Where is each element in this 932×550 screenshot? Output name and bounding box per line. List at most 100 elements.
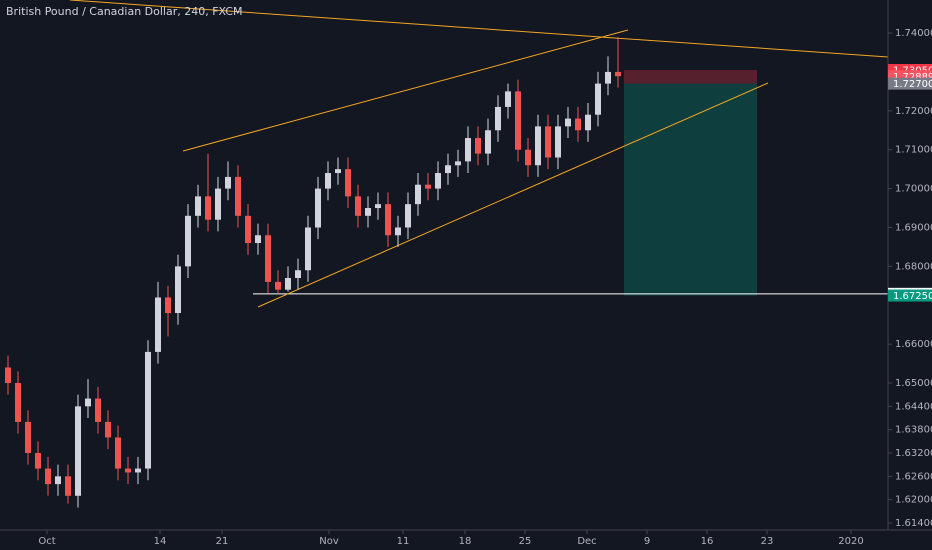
x-tick-label: Oct — [38, 536, 55, 547]
candle-body — [435, 173, 441, 189]
candle-body — [295, 270, 301, 279]
price-tag-label: 1.72889 — [893, 72, 932, 83]
candle-body — [405, 204, 411, 228]
candle-body — [55, 476, 61, 485]
candle-body — [485, 130, 491, 154]
y-tick-label: 1.62000 — [895, 495, 932, 506]
candle-body — [585, 114, 591, 131]
price-tag — [888, 77, 932, 90]
x-tick-label: Dec — [577, 536, 596, 547]
candle-body — [265, 235, 271, 282]
candle-body — [205, 196, 211, 220]
candle-body — [305, 227, 311, 271]
candle-body — [105, 421, 111, 438]
y-tick-label: 1.69000 — [895, 222, 932, 233]
candle-body — [155, 297, 161, 352]
candle-body — [315, 188, 321, 228]
x-tick-label: 2020 — [838, 536, 863, 547]
y-tick-label: 1.63200 — [895, 448, 932, 459]
candle-body — [425, 184, 431, 189]
candle-body — [135, 468, 141, 473]
candle-body — [25, 421, 31, 454]
x-tick-label: Nov — [319, 536, 339, 547]
candle-body — [115, 437, 121, 469]
x-tick-label: 25 — [519, 536, 532, 547]
candle-body — [325, 173, 331, 189]
candle-body — [275, 281, 281, 290]
x-tick-label: 18 — [459, 536, 472, 547]
trend-line — [182, 29, 629, 152]
candle-body — [285, 278, 291, 290]
candle-body — [165, 297, 171, 314]
y-tick-label: 1.65000 — [895, 378, 932, 389]
candle-body — [95, 398, 101, 422]
y-tick-label: 1.74000 — [895, 28, 932, 39]
candle-body — [75, 406, 81, 496]
trend-line — [69, 0, 889, 58]
candle-body — [545, 126, 551, 158]
candle-body — [535, 126, 541, 166]
price-tag — [888, 63, 932, 76]
candle-body — [85, 398, 91, 407]
candle-body — [445, 165, 451, 174]
candle-body — [615, 71, 621, 77]
candle-body — [555, 126, 561, 158]
candle-body — [125, 468, 131, 473]
position-box — [253, 69, 888, 296]
x-tick-label: 16 — [701, 536, 714, 547]
candle-body — [235, 176, 241, 216]
y-tick-label: 1.68000 — [895, 261, 932, 272]
candle-body — [355, 196, 361, 216]
stop-zone — [624, 69, 757, 84]
candle-body — [495, 106, 501, 131]
candle-body — [595, 83, 601, 115]
candle-body — [455, 161, 461, 166]
candle-body — [505, 91, 511, 107]
candle-body — [575, 118, 581, 131]
candle-body — [245, 215, 251, 244]
candle-body — [395, 227, 401, 236]
candle-body — [5, 367, 11, 384]
y-tick-label: 1.63800 — [895, 425, 932, 436]
y-tick-label: 1.70000 — [895, 184, 932, 195]
x-tick-label: 14 — [154, 536, 167, 547]
y-tick-label: 1.72000 — [895, 106, 932, 117]
candle-body — [195, 196, 201, 216]
x-tick-label: 9 — [644, 536, 650, 547]
candle-body — [515, 91, 521, 150]
candle-body — [65, 476, 71, 496]
candle-body — [365, 208, 371, 216]
candle-body — [175, 266, 181, 314]
x-tick-label: 21 — [216, 536, 229, 547]
candle-body — [415, 184, 421, 205]
candle-body — [335, 169, 341, 174]
candle-body — [225, 176, 231, 189]
candle-body — [345, 169, 351, 197]
candle-body — [45, 468, 51, 485]
candle-body — [145, 351, 151, 469]
y-tick-label: 1.62600 — [895, 471, 932, 482]
candle-body — [475, 138, 481, 154]
candle-body — [605, 71, 611, 84]
y-tick-label: 1.64400 — [895, 401, 932, 412]
x-tick-label: 23 — [761, 536, 774, 547]
candle-body — [255, 235, 261, 244]
y-tick-label: 1.66000 — [895, 339, 932, 350]
candle-body — [525, 149, 531, 166]
target-zone — [624, 83, 757, 296]
candle-body — [385, 204, 391, 236]
axes: 1.74000 1.72000 1.71000 1.70000 1.69000 1.680… — [38, 28, 932, 547]
y-tick-label: 1.61400 — [895, 518, 932, 529]
price-tag-label: 1.72700 — [893, 79, 932, 90]
x-tick-label: 11 — [397, 536, 410, 547]
candle-body — [15, 383, 21, 422]
candle-body — [375, 204, 381, 209]
y-tick-label: 1.71000 — [895, 145, 932, 156]
candle-body — [465, 138, 471, 162]
chart-title: British Pound / Canadian Dollar, 240, FX… — [6, 5, 242, 18]
candle-body — [215, 188, 221, 220]
price-tag — [888, 289, 932, 302]
